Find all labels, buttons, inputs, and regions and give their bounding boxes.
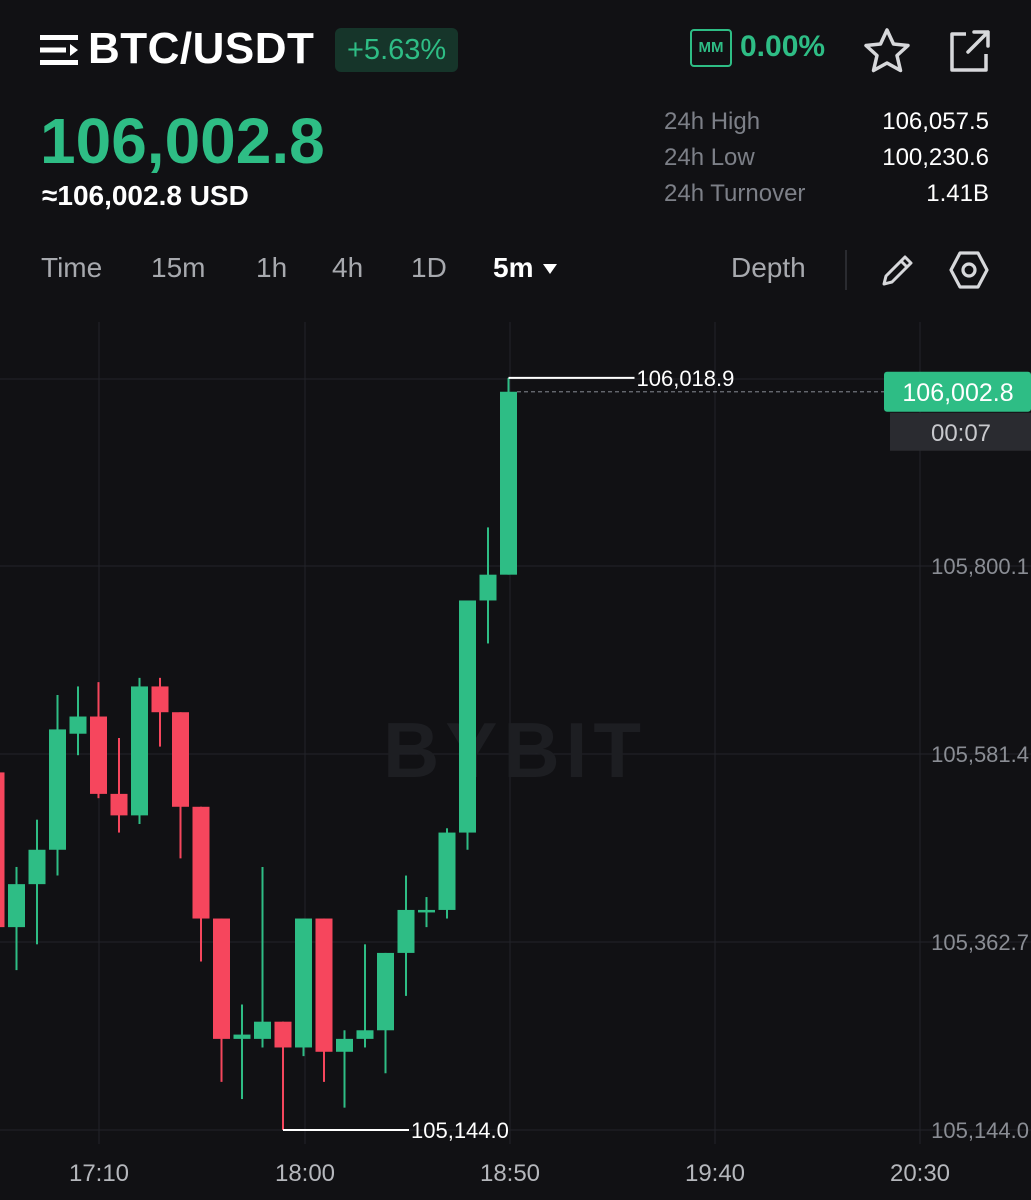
usd-price: ≈106,002.8 USD (42, 180, 249, 211)
candle-body (0, 772, 5, 928)
depth-tab[interactable]: Depth (731, 252, 806, 283)
star-icon[interactable] (862, 26, 912, 76)
candle-body (397, 909, 415, 953)
last-price: 106,002.8 (40, 105, 325, 177)
candle-body (192, 806, 210, 919)
tab-5m[interactable]: 5m (493, 252, 534, 283)
candle-body (336, 1038, 353, 1052)
y-tick-label: 105,144.0 (931, 1118, 1029, 1143)
tab-4h[interactable]: 4h (332, 252, 364, 283)
candle-body (356, 1030, 374, 1039)
settings-icon[interactable] (948, 249, 990, 291)
price-chart[interactable]: BYBIT 106,018.9 105,144.0 106,002.8 00:07 1… (0, 322, 1031, 1200)
stat-turnover-value: 1.41B (926, 180, 989, 207)
stat-turnover-label: 24h Turnover (664, 180, 806, 207)
candle-body (213, 918, 230, 1039)
tab-15m[interactable]: 15m (151, 252, 206, 283)
candle-body (49, 729, 66, 850)
candle-body (131, 686, 148, 816)
candle-body (315, 918, 333, 1052)
countdown-tag (890, 412, 1031, 451)
y-tick-label: 105,581.4 (931, 742, 1029, 767)
candle-body (295, 918, 312, 1048)
x-tick-label: 19:40 (685, 1160, 745, 1187)
pair-title[interactable]: BTC/USDT (88, 24, 315, 73)
x-tick-label: 18:50 (480, 1160, 540, 1187)
x-tick-label: 17:10 (69, 1160, 129, 1187)
y-tick-label: 105,800.1 (931, 554, 1029, 579)
candle-body (438, 832, 456, 910)
tab-1d[interactable]: 1D (411, 252, 447, 283)
mm-badge[interactable]: MM (690, 29, 732, 67)
mm-value[interactable]: 0.00% (740, 30, 826, 63)
stat-low-label: 24h Low (664, 144, 755, 171)
candle-body (8, 884, 25, 928)
low-marker-label: 105,144.0 (411, 1118, 509, 1143)
x-tick-label: 20:30 (890, 1160, 950, 1187)
high-marker-label: 106,018.9 (637, 366, 735, 391)
candle-body (90, 716, 107, 794)
countdown-label: 00:07 (931, 420, 991, 447)
caret-down-icon[interactable] (542, 263, 558, 275)
chart-axes: 105,800.1 105,581.4 105,362.7 105,144.0 17:1… (69, 554, 1029, 1187)
stat-high-value: 106,057.5 (882, 108, 989, 135)
tab-1h[interactable]: 1h (256, 252, 288, 283)
candle-body (377, 952, 394, 1031)
candle-body (479, 574, 497, 601)
candle-body (151, 686, 169, 713)
candle-body (110, 793, 128, 816)
current-price-tag-label: 106,002.8 (902, 379, 1013, 407)
candle-body (500, 391, 517, 575)
menu-icon[interactable] (40, 34, 78, 66)
candle-body (459, 600, 476, 833)
change-badge: +5.63% (335, 28, 459, 72)
x-tick-label: 18:00 (275, 1160, 335, 1187)
toolbar-divider (845, 250, 847, 290)
candle-body (274, 1021, 292, 1048)
candle-body (172, 712, 189, 807)
watermark: BYBIT (383, 706, 647, 794)
share-icon[interactable] (944, 26, 994, 76)
candle-body (418, 909, 435, 913)
tab-time[interactable]: Time (41, 252, 103, 283)
candle-body (233, 1034, 251, 1039)
pencil-icon[interactable] (878, 250, 918, 290)
y-tick-label: 105,362.7 (931, 930, 1029, 955)
stat-low-value: 100,230.6 (882, 144, 989, 171)
stat-high-label: 24h High (664, 108, 761, 135)
candle-body (69, 716, 87, 734)
candle-body (254, 1021, 271, 1039)
candle-body (28, 849, 46, 885)
chart-overlays: 106,018.9 105,144.0 106,002.8 00:07 (283, 366, 1031, 1143)
candles (0, 377, 517, 1130)
current-price-tag (884, 371, 1031, 412)
